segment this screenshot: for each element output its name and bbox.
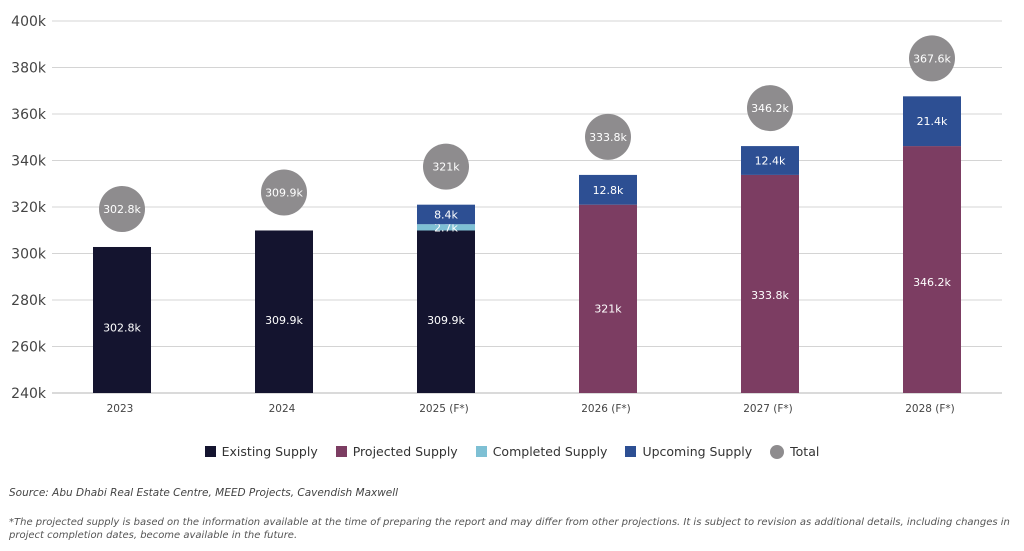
bar-label-existing-supply: 302.8k [103, 321, 141, 334]
gridlines [52, 20, 1002, 394]
bar-label-existing-supply: 309.9k [265, 314, 303, 327]
total-label: 346.2k [751, 102, 789, 115]
legend-item-existing-supply: Existing Supply [204, 444, 318, 459]
legend-label: Total [790, 444, 820, 459]
total-markers: 302.8k 309.9k 321k 333.8k 346.2k 367.6k [99, 35, 955, 232]
y-tick-label: 360k [11, 107, 47, 123]
legend-item-total: Total [770, 444, 819, 459]
legend-item-upcoming-supply: Upcoming Supply [625, 444, 752, 459]
bar-segment-projected-supply [741, 174, 799, 393]
total-label: 309.9k [265, 186, 303, 199]
bar-label-upcoming-supply: 12.4k [755, 155, 786, 168]
bar-label-upcoming-supply: 21.4k [917, 115, 948, 128]
x-tick-label: 2025 (F*) [419, 403, 469, 415]
legend-label: Projected Supply [352, 444, 458, 459]
total-label: 302.8k [103, 203, 141, 216]
bar-segment-upcoming-supply [741, 146, 799, 175]
bar-label-upcoming-supply: 8.4k [434, 208, 458, 221]
legend-swatch-projected-supply [335, 446, 347, 457]
y-tick-label: 260k [11, 340, 47, 356]
y-tick-label: 380k [11, 61, 47, 77]
bar-label-completed-supply: 2.7k [434, 221, 458, 234]
total-label: 333.8k [589, 131, 627, 144]
total-label: 367.6k [913, 52, 951, 65]
legend-item-completed-supply: Completed Supply [475, 444, 608, 459]
x-tick-label: 2024 [269, 403, 296, 415]
bar-label-projected-supply: 321k [594, 302, 622, 315]
bar-label-projected-supply: 333.8k [751, 289, 789, 302]
legend-swatch-upcoming-supply [625, 446, 637, 457]
legend-swatch-total [770, 444, 785, 459]
legend-label: Upcoming Supply [642, 444, 753, 459]
bar-segment-projected-supply [579, 204, 637, 393]
x-tick-label: 2023 [107, 403, 134, 415]
bar-segment-projected-supply [903, 146, 961, 393]
x-tick-label: 2027 (F*) [743, 403, 793, 415]
y-axis: 240k 260k 280k 300k 320k 340k 360k 380k 400k [11, 14, 47, 402]
legend-label: Completed Supply [492, 444, 608, 459]
legend-label: Existing Supply [221, 444, 318, 459]
bars: 302.8k 309.9k 309.9k 2.7k8.4k 321k 12.8k 333.8… [93, 96, 961, 393]
footnote: *The projected supply is based on the in… [9, 517, 1010, 541]
bar-segment-upcoming-supply [579, 174, 637, 205]
x-tick-label: 2028 (F*) [905, 403, 955, 415]
y-tick-label: 300k [11, 247, 47, 263]
legend-swatch-existing-supply [204, 446, 216, 457]
bar-label-existing-supply: 309.9k [427, 314, 465, 327]
total-marker [747, 85, 793, 132]
bar-segment-upcoming-supply [417, 204, 475, 225]
legend-swatch-completed-supply [475, 446, 487, 457]
x-tick-label: 2026 (F*) [581, 403, 631, 415]
total-marker [585, 113, 631, 160]
y-tick-label: 400k [11, 14, 47, 30]
y-tick-label: 280k [11, 293, 47, 309]
bar-segment-existing-supply [93, 246, 151, 393]
bar-label-projected-supply: 346.2k [913, 276, 951, 289]
legend-item-projected-supply: Projected Supply [335, 444, 458, 459]
stacked-bar-chart: 240k 260k 280k 300k 320k 340k 360k 380k 400k 302… [11, 14, 1002, 415]
bar-segment-existing-supply [417, 230, 475, 393]
total-marker [423, 143, 469, 190]
total-marker [99, 185, 145, 232]
bar-segment-completed-supply [417, 224, 475, 231]
x-axis: 2023 2024 2025 (F*) 2026 (F*) 2027 (F*) 2028 … [107, 403, 955, 415]
bar-label-upcoming-supply: 12.8k [593, 184, 624, 197]
total-label: 321k [432, 161, 460, 174]
bar-segment-existing-supply [255, 230, 313, 393]
y-tick-label: 340k [11, 154, 47, 170]
y-tick-label: 240k [11, 386, 47, 402]
total-marker [261, 169, 307, 216]
bar-segment-upcoming-supply [903, 96, 961, 147]
source-note: Source: Abu Dhabi Real Estate Centre, ME… [9, 487, 399, 499]
total-marker [909, 35, 955, 82]
y-tick-label: 320k [11, 200, 47, 216]
legend: Existing Supply Projected Supply Complet… [0, 444, 1024, 459]
